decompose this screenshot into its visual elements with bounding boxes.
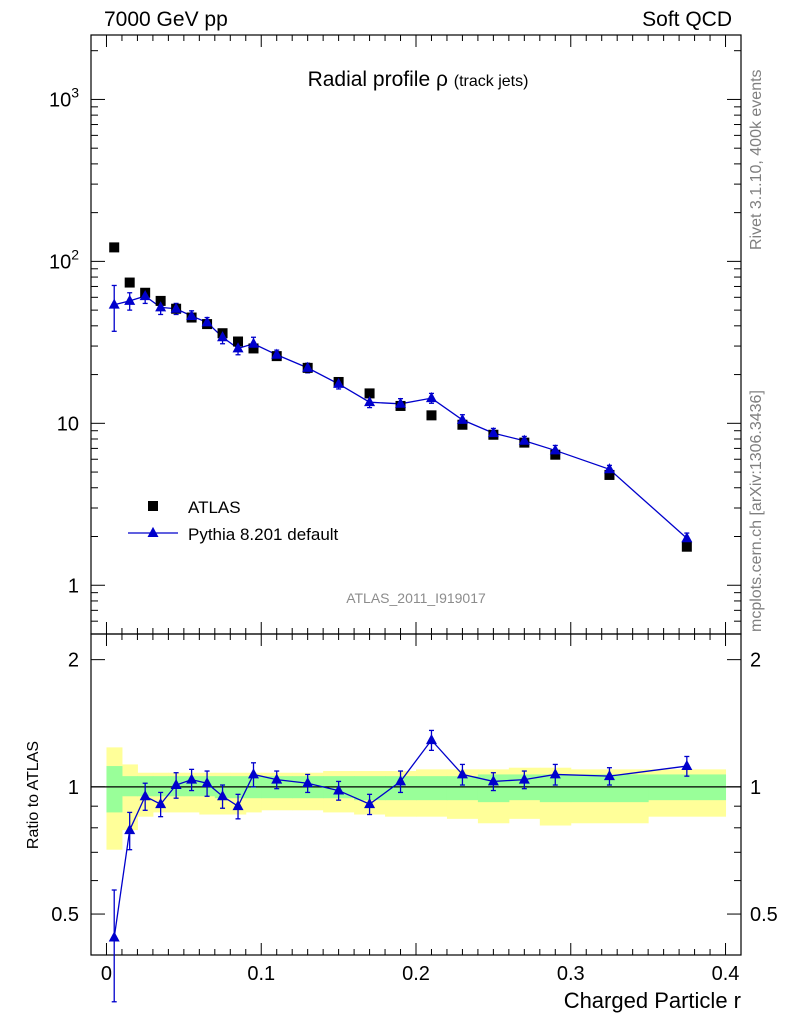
pythia-data-point [364,396,376,407]
ratio-data-point [549,768,561,779]
ratio-data-point [395,775,407,786]
x-tick-label: 0.4 [712,963,740,985]
ratio-data-point [139,790,151,801]
atlas-data-point [109,242,120,253]
x-tick-label: 0.3 [557,963,585,985]
pythia-data-point [271,348,283,359]
ratio-data-point [487,775,499,786]
pythia-data-point [603,463,615,474]
ratio-data-point [271,773,283,784]
pythia-data-point [186,309,198,320]
pythia-data-point [248,337,259,348]
ratio-stat-band [106,766,123,813]
analysis-watermark: ATLAS_2011_I919017 [346,590,486,606]
chart-title: Radial profile ρ (track jets) [308,68,529,91]
pythia-data-point [681,532,693,543]
ratio-y-tick-label-right: 2 [750,650,761,672]
ratio-y-tick-label-right: 0.5 [750,904,778,926]
pythia-data-point [425,392,437,403]
ratio-data-point [425,733,437,745]
pythia-data-point [139,290,151,301]
ratio-stat-band [121,776,138,797]
ratio-data-point [456,768,468,779]
ratio-data-point [681,759,693,771]
x-tick-label: 0.1 [247,963,275,985]
atlas-data-point [248,343,259,354]
ratio-y-tick-label: 2 [68,650,79,672]
pythia-data-point [302,361,314,372]
pythia-data-point [232,342,244,353]
ratio-data-point [201,777,213,788]
ratio-data-point [108,931,120,942]
ratio-series-line [113,739,687,938]
pythia-data-point [549,444,561,455]
pythia-data-point [124,294,136,305]
ratio-y-tick-label: 0.5 [51,904,79,926]
atlas-data-point [233,336,244,347]
main-plot-frame [90,34,742,635]
atlas-data-point [155,295,166,306]
pythia-series-line [114,295,688,539]
header-left-label: 7000 GeV pp [104,8,228,31]
y-tick-label: 103 [49,84,79,111]
ratio-data-point [124,823,136,835]
pythia-data-point [333,377,345,388]
ratio-data-point [302,777,314,788]
atlas-data-point [604,469,615,480]
legend-pythia-label: Pythia 8.201 default [188,525,339,544]
ratio-y-tick-label: 1 [68,777,79,799]
legend-pythia-marker [147,526,159,537]
ratio-data-point [155,798,167,809]
ratio-data-point [603,770,615,781]
atlas-data-point [681,541,692,552]
ratio-data-point [232,800,244,811]
ratio-data-point [518,773,530,784]
x-tick-label: 0 [101,963,112,985]
atlas-data-point [550,449,561,460]
pythia-data-point [201,316,213,327]
ratio-stat-band [416,776,448,801]
pythia-data-point [487,426,499,438]
atlas-data-point [426,410,437,421]
pythia-data-point [456,413,468,424]
y-tick-label: 102 [49,246,79,273]
pythia-data-point [108,298,120,309]
ratio-stat-band [152,776,169,797]
ratio-data-point [186,773,198,784]
x-axis-title: Charged Particle r [564,988,741,1013]
legend-atlas-label: ATLAS [188,498,241,517]
atlas-data-point [457,419,468,430]
pythia-data-point [170,302,182,313]
pythia-data-point [217,331,229,342]
ratio-y-tick-label-right: 1 [750,777,761,799]
pythia-data-point [518,434,530,445]
ratio-data-point [217,790,229,801]
atlas-data-point [124,277,135,288]
pythia-data-point [395,397,407,408]
x-tick-label: 0.2 [402,963,430,985]
ratio-data-point [364,798,376,809]
header-right-label: Soft QCD [642,8,732,31]
y-tick-label: 10 [57,413,79,435]
legend-atlas-marker [148,501,158,511]
ratio-y-axis-title: Ratio to ATLAS [25,741,42,849]
ratio-data-point [248,768,259,779]
ratio-data-point [170,778,182,789]
y-tick-label: 1 [68,575,79,597]
pythia-data-point [155,301,167,312]
atlas-data-point [364,388,375,399]
ratio-data-point [333,784,345,795]
